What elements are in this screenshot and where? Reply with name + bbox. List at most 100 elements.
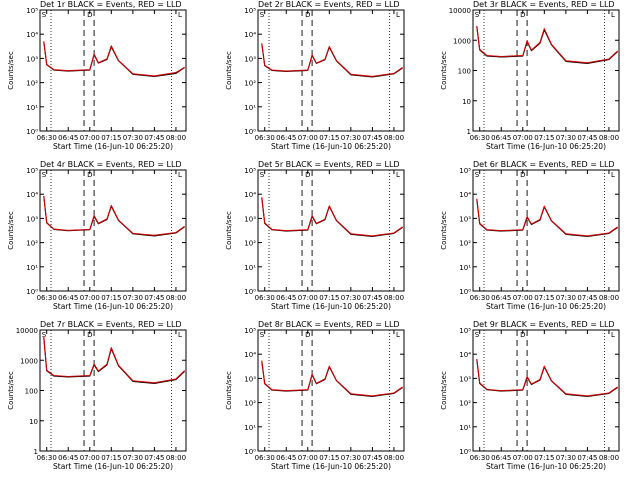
series-line-lld (476, 198, 618, 237)
x-tick-label: 07:15 (101, 134, 121, 142)
flag-label: L (611, 171, 615, 179)
x-tick-label: 07:30 (556, 134, 576, 142)
y-tick-label: 10⁵ (459, 167, 471, 175)
y-tick-label: 10⁰ (26, 128, 38, 136)
x-tick-label: 08:00 (384, 134, 404, 142)
x-tick-label: 07:30 (556, 294, 576, 302)
x-tick-label: 06:45 (276, 134, 296, 142)
x-tick-label: 07:30 (123, 454, 143, 462)
x-tick-label: 08:00 (166, 454, 186, 462)
x-tick-label: 07:45 (577, 294, 597, 302)
chart-title: Det 8r BLACK = Events, RED = LLD (258, 320, 400, 329)
y-tick-label: 10³ (26, 55, 38, 63)
y-tick-label: 10² (459, 400, 471, 408)
y-tick-label: 1000 (20, 357, 38, 365)
y-tick-label: 10² (26, 80, 38, 88)
chart-title: Det 9r BLACK = Events, RED = LLD (473, 320, 615, 329)
series-line-lld (261, 360, 403, 397)
x-tick-label: 06:45 (276, 294, 296, 302)
y-axis-label: Counts/sec (440, 211, 448, 250)
y-tick-label: 10⁵ (26, 7, 38, 15)
plot-frame (39, 9, 187, 132)
series-line-lld (261, 197, 403, 237)
x-axis-label: Start Time (16-Jun-10 06:25:20) (53, 302, 173, 311)
x-tick-label: 06:30 (255, 454, 275, 462)
y-tick-label: 10¹ (244, 104, 256, 112)
flag-label: D (305, 11, 310, 19)
flag-label: D (305, 171, 310, 179)
x-tick-label: 06:30 (37, 454, 57, 462)
y-axis-label: Counts/sec (440, 371, 448, 410)
x-axis-label: Start Time (16-Jun-10 06:25:20) (271, 142, 391, 151)
y-tick-label: 10000 (16, 327, 38, 335)
y-tick-label: 10⁵ (244, 7, 256, 15)
y-tick-label: 1 (467, 128, 471, 136)
y-tick-label: 10³ (244, 55, 256, 63)
y-tick-label: 10³ (244, 215, 256, 223)
series-line-events (476, 26, 618, 65)
series-line-events (261, 43, 403, 78)
series-line-events (261, 361, 403, 397)
x-tick-label: 07:15 (534, 134, 554, 142)
x-tick-label: 07:15 (319, 134, 339, 142)
y-tick-label: 10000 (449, 7, 471, 15)
chart-panel-8: Det 8r BLACK = Events, RED = LLD 10⁰ 10¹ 10… (225, 320, 405, 471)
y-tick-label: 10¹ (244, 264, 256, 272)
chart-panel-3: Det 3r BLACK = Events, RED = LLD 1 10 100 10… (440, 0, 620, 151)
y-tick-label: 1000 (453, 37, 471, 45)
y-tick-label: 10⁰ (26, 288, 38, 296)
x-tick-label: 07:00 (298, 294, 318, 302)
y-tick-label: 10¹ (459, 264, 471, 272)
y-tick-label: 10⁵ (244, 167, 256, 175)
x-tick-label: 07:00 (80, 294, 100, 302)
y-tick-label: 100 (458, 68, 471, 76)
plot-frame (39, 329, 187, 452)
y-tick-label: 10⁰ (244, 128, 256, 136)
y-tick-label: 10⁵ (26, 167, 38, 175)
chart-panel-1: Det 1r BLACK = Events, RED = LLD 10⁰ 10¹ 10… (7, 0, 187, 151)
y-tick-label: 10⁴ (459, 351, 471, 359)
y-tick-label: 10⁴ (244, 31, 256, 39)
plot-frame (472, 329, 620, 452)
flag-label: L (611, 331, 615, 339)
x-tick-label: 06:30 (470, 294, 490, 302)
x-tick-label: 06:45 (58, 294, 78, 302)
y-axis-label: Counts/sec (440, 51, 448, 90)
y-tick-label: 10³ (459, 215, 471, 223)
x-axis-label: Start Time (16-Jun-10 06:25:20) (486, 302, 606, 311)
chart-title: Det 7r BLACK = Events, RED = LLD (40, 320, 182, 329)
flag-label: S (475, 331, 480, 339)
x-tick-label: 06:45 (276, 454, 296, 462)
flag-label: L (178, 331, 182, 339)
x-tick-label: 06:45 (58, 134, 78, 142)
chart-title: Det 1r BLACK = Events, RED = LLD (40, 0, 182, 9)
plot-frame (39, 169, 187, 292)
x-tick-label: 07:30 (341, 454, 361, 462)
x-tick-label: 07:45 (144, 134, 164, 142)
x-tick-label: 07:00 (513, 294, 533, 302)
plot-frame (257, 9, 405, 132)
y-tick-label: 10⁰ (244, 288, 256, 296)
flag-label: D (87, 171, 92, 179)
x-axis-label: Start Time (16-Jun-10 06:25:20) (53, 462, 173, 471)
x-tick-label: 07:00 (298, 454, 318, 462)
x-tick-label: 06:45 (491, 454, 511, 462)
x-axis-label: Start Time (16-Jun-10 06:25:20) (486, 462, 606, 471)
y-tick-label: 10⁴ (26, 191, 38, 199)
y-axis-label: Counts/sec (225, 211, 233, 250)
plot-frame (257, 169, 405, 292)
x-tick-label: 07:45 (577, 134, 597, 142)
chart-panel-9: Det 9r BLACK = Events, RED = LLD 10⁰ 10¹ 10… (440, 320, 620, 471)
x-tick-label: 06:30 (470, 134, 490, 142)
series-line-lld (43, 41, 185, 77)
x-tick-label: 07:00 (80, 454, 100, 462)
chart-panel-2: Det 2r BLACK = Events, RED = LLD 10⁰ 10¹ 10… (225, 0, 405, 151)
y-tick-label: 10² (244, 80, 256, 88)
flag-label: D (87, 11, 92, 19)
plot-frame (472, 9, 620, 132)
flag-label: L (396, 331, 400, 339)
x-tick-label: 06:45 (58, 454, 78, 462)
x-tick-label: 08:00 (166, 294, 186, 302)
x-tick-label: 07:00 (80, 134, 100, 142)
x-tick-label: 06:30 (255, 294, 275, 302)
